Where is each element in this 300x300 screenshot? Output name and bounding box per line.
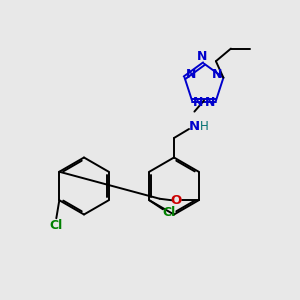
Text: Cl: Cl: [49, 219, 62, 232]
Text: N: N: [205, 95, 215, 109]
Text: N: N: [212, 68, 222, 81]
Text: H: H: [200, 120, 209, 133]
Text: Cl: Cl: [163, 206, 176, 219]
Text: N: N: [197, 50, 208, 64]
Text: N: N: [186, 68, 196, 81]
Text: N: N: [189, 120, 200, 133]
Text: N: N: [193, 95, 203, 109]
Text: O: O: [170, 194, 181, 207]
